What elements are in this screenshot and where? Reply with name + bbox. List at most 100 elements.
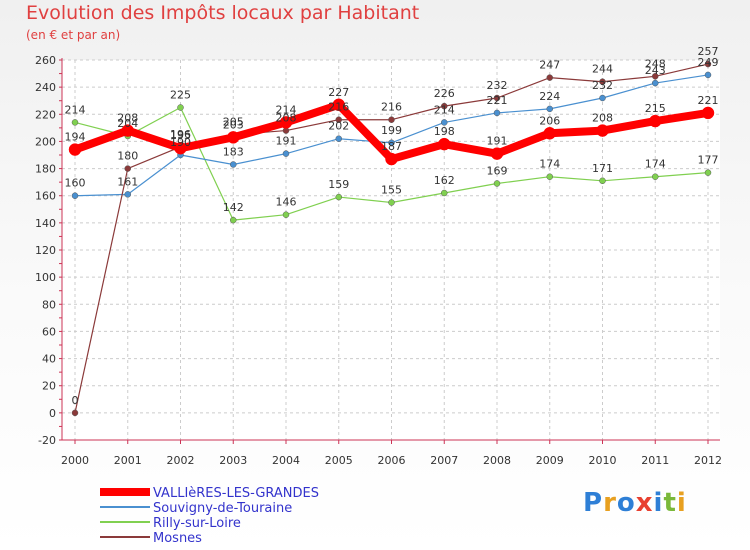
data-label: 206	[539, 114, 560, 127]
data-label: 249	[698, 56, 719, 69]
data-label: 232	[592, 79, 613, 92]
data-point	[652, 173, 659, 180]
data-label: 221	[698, 94, 719, 107]
logo-letter: x	[635, 488, 654, 518]
data-point	[704, 60, 712, 68]
chart-subtitle: (en € et par an)	[26, 28, 121, 42]
data-point	[652, 73, 659, 80]
data-label: 214	[276, 103, 297, 116]
data-label: 160	[65, 177, 86, 190]
data-point	[599, 94, 606, 102]
data-label: 202	[328, 120, 349, 133]
data-point	[599, 177, 606, 185]
logo-letter: i	[676, 488, 687, 518]
data-point	[388, 116, 395, 123]
x-tick-label: 2006	[378, 454, 406, 467]
y-tick-label: 240	[35, 81, 56, 94]
data-label: 169	[487, 165, 508, 178]
y-tick-label: 180	[35, 163, 56, 176]
data-point	[441, 119, 448, 126]
data-point	[438, 137, 451, 151]
data-point	[543, 127, 556, 140]
y-tick-label: 220	[35, 108, 56, 121]
data-label: 191	[487, 135, 508, 148]
y-tick-label: 100	[35, 271, 56, 284]
logo-letter: r	[603, 488, 617, 518]
data-label: 198	[434, 125, 455, 138]
data-point	[174, 141, 187, 155]
data-point	[652, 79, 659, 87]
proxiti-logo: Proxiti	[583, 488, 687, 518]
data-point	[230, 216, 237, 224]
data-label: 191	[276, 135, 297, 148]
data-point	[335, 135, 342, 142]
data-label: 177	[698, 154, 719, 167]
data-label: 247	[539, 59, 560, 72]
x-tick-label: 2009	[536, 454, 564, 467]
chart-title: Evolution des Impôts locaux par Habitant	[26, 2, 420, 24]
x-tick-label: 2011	[641, 454, 669, 467]
data-label: 204	[117, 117, 138, 130]
x-tick-label: 2002	[167, 454, 195, 467]
data-point	[493, 94, 501, 102]
data-label: 208	[117, 112, 138, 125]
data-label: 243	[645, 64, 666, 77]
data-label: 224	[539, 90, 560, 103]
data-point	[124, 191, 131, 198]
data-point	[546, 74, 553, 81]
data-point	[335, 193, 342, 201]
data-label: 215	[645, 102, 666, 115]
y-tick-label: 160	[35, 190, 56, 203]
data-point	[332, 98, 345, 112]
x-tick-label: 2010	[589, 454, 617, 467]
data-label: 225	[170, 89, 191, 102]
data-point	[596, 124, 609, 137]
legend-entry: Mosnes	[153, 531, 202, 546]
legend-entry: Rilly-sur-Loire	[153, 516, 241, 531]
x-tick-label: 2007	[430, 454, 458, 467]
data-point	[121, 124, 134, 137]
data-label: 216	[328, 101, 349, 114]
data-label: 159	[328, 178, 349, 191]
data-point	[279, 116, 293, 129]
x-tick-label: 2012	[694, 454, 722, 467]
x-tick-label: 2003	[219, 454, 247, 467]
legend-entry: Souvigny-de-Touraine	[153, 501, 292, 516]
data-point	[385, 152, 398, 166]
y-tick-label: 40	[42, 353, 56, 366]
data-point	[71, 409, 79, 417]
data-label: 155	[381, 184, 402, 197]
y-tick-label: 60	[42, 325, 56, 338]
logo-letter: i	[653, 488, 664, 518]
data-point	[701, 106, 715, 120]
x-tick-label: 2004	[272, 454, 300, 467]
y-tick-label: 120	[35, 244, 56, 257]
data-label: 183	[223, 146, 244, 159]
data-point	[704, 169, 712, 176]
data-point	[335, 116, 342, 123]
logo-letter: P	[583, 488, 604, 518]
data-label: 199	[381, 124, 402, 137]
data-point	[71, 192, 79, 199]
y-tick-label: 260	[35, 54, 56, 67]
data-point	[599, 78, 606, 85]
data-point	[282, 150, 290, 157]
data-point	[230, 161, 237, 168]
data-point	[493, 109, 501, 117]
data-label: 196	[170, 128, 191, 141]
data-label: 232	[487, 79, 508, 92]
y-tick-label: 20	[42, 380, 56, 393]
x-tick-label: 2000	[61, 454, 89, 467]
y-tick-label: 0	[49, 407, 56, 420]
logo-letter: o	[616, 488, 636, 518]
data-point	[124, 165, 131, 172]
data-point	[282, 211, 290, 218]
y-tick-label: 80	[42, 298, 56, 311]
data-label: 161	[117, 175, 138, 188]
data-point	[493, 180, 501, 187]
data-label: 244	[592, 63, 613, 76]
data-label: 227	[328, 86, 349, 99]
data-label: 162	[434, 174, 455, 187]
data-label: 142	[223, 201, 244, 214]
